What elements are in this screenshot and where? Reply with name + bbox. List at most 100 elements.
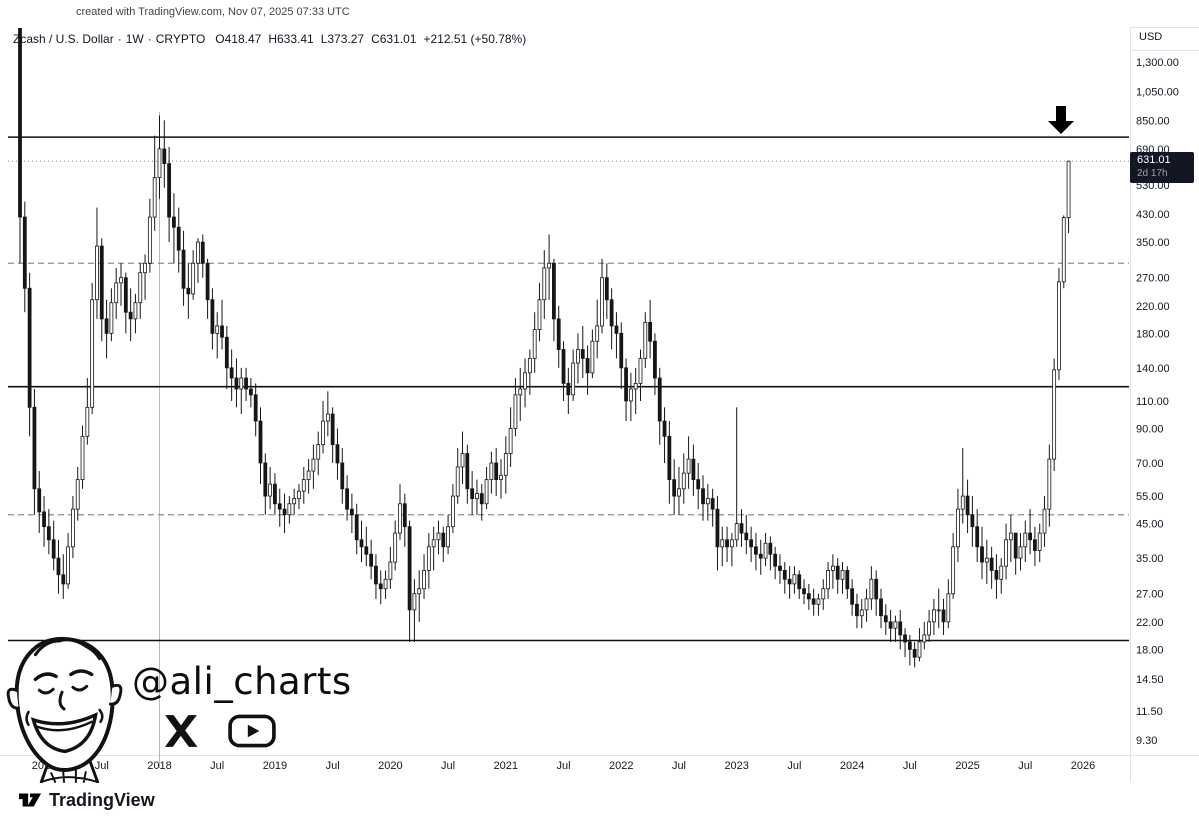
- candle-body: [845, 570, 850, 590]
- candle-body: [378, 583, 383, 590]
- price-tick-label: 18.00: [1136, 644, 1164, 656]
- candle-body: [922, 634, 927, 643]
- candle-body: [253, 394, 258, 422]
- candle-body: [56, 557, 61, 576]
- candle-body: [431, 539, 436, 548]
- candle-body: [499, 474, 503, 481]
- candle-body: [1028, 532, 1032, 541]
- candle-body: [537, 299, 542, 330]
- candle-body: [172, 216, 176, 228]
- candle-body: [600, 277, 604, 327]
- candle-body: [22, 216, 27, 289]
- candle-body: [205, 262, 210, 301]
- candle-body: [768, 542, 773, 555]
- candle-body: [754, 546, 758, 555]
- tradingview-logo[interactable]: TradingView: [18, 788, 155, 812]
- candle-body: [297, 490, 301, 499]
- price-axis[interactable]: 1,300.001,050.00850.00690.00530.00430.00…: [1136, 57, 1179, 747]
- candle-body: [595, 325, 600, 342]
- candle-body: [234, 377, 239, 390]
- candle-body: [436, 532, 441, 541]
- candle-body: [609, 299, 614, 327]
- candle-body: [287, 503, 292, 516]
- price-tick-label: 70.00: [1136, 458, 1164, 470]
- candle-body: [1066, 160, 1071, 218]
- candle-body: [162, 148, 167, 165]
- candle-body: [657, 377, 662, 422]
- interval-label[interactable]: 1W: [125, 32, 144, 46]
- candle-body: [527, 357, 532, 374]
- exchange-label: CRYPTO: [155, 32, 206, 46]
- candle-body: [503, 453, 508, 476]
- price-tick-label: 45.00: [1136, 519, 1164, 531]
- candle-body: [71, 508, 75, 548]
- price-tick-label: 35.00: [1136, 553, 1164, 565]
- candle-body: [662, 420, 667, 437]
- time-tick-label: 2023: [724, 760, 748, 772]
- candle-body: [619, 332, 624, 369]
- credit-text: created with TradingView.com, Nov 07, 20…: [76, 6, 350, 18]
- watermark-handle: @ali_charts: [132, 660, 352, 703]
- candle-body: [811, 598, 816, 605]
- candle-body: [123, 277, 128, 313]
- candle-body: [585, 357, 590, 374]
- candle-body: [475, 493, 479, 499]
- time-tick-label: 2018: [147, 760, 171, 772]
- candle-body: [667, 435, 672, 481]
- candle-body: [114, 282, 119, 304]
- symbol-name[interactable]: Zcash / U.S. Dollar: [13, 32, 114, 46]
- candle-body: [450, 495, 455, 528]
- candle-body: [325, 413, 330, 422]
- legend-separator: ·: [147, 32, 152, 46]
- candle-body: [696, 479, 701, 490]
- time-tick-label: Jul: [1018, 760, 1032, 772]
- current-price-badge: 631.01 2d 17h: [1130, 152, 1194, 183]
- time-tick-label: 2024: [840, 760, 864, 772]
- candle-body: [816, 598, 821, 605]
- candle-body: [273, 483, 277, 505]
- candle-body: [960, 495, 965, 510]
- candle-body: [398, 503, 402, 534]
- time-tick-label: 2025: [955, 760, 979, 772]
- candle-body: [1008, 532, 1013, 541]
- candle-body: [792, 574, 797, 585]
- candle-body: [282, 508, 287, 516]
- candle-body: [66, 546, 70, 585]
- candle-body: [340, 462, 345, 490]
- candle-body: [321, 420, 325, 446]
- price-tick-label: 850.00: [1136, 115, 1170, 127]
- ohlc-open: O418.47: [215, 32, 262, 46]
- candle-body: [729, 539, 734, 548]
- candle-body: [128, 311, 133, 320]
- down-arrow-annotation[interactable]: [1048, 106, 1074, 134]
- candle-body: [186, 287, 191, 295]
- time-tick-label: Jul: [441, 760, 455, 772]
- candle-body: [744, 532, 749, 541]
- time-axis[interactable]: 2017 Jul 2018 Jul 2019 Jul 2020 Jul 2021 Jul 2022 J…: [32, 760, 1095, 772]
- candle-body: [369, 553, 374, 567]
- time-tick-label: 2026: [1071, 760, 1095, 772]
- candle-body: [1013, 532, 1018, 559]
- axis-currency-label[interactable]: USD: [1139, 31, 1163, 43]
- candle-body: [821, 588, 826, 600]
- candle-body: [970, 514, 975, 528]
- candle-body: [446, 526, 450, 548]
- candle-body: [244, 377, 248, 390]
- candle-body: [566, 382, 571, 396]
- candle-body: [648, 321, 653, 342]
- price-tick-label: 530.00: [1136, 180, 1170, 192]
- time-tick-label: 2019: [263, 760, 287, 772]
- candle-body: [460, 453, 465, 468]
- candle-body: [869, 578, 874, 600]
- price-tick-label: 430.00: [1136, 209, 1170, 221]
- candle-body: [119, 277, 123, 284]
- candle-body: [99, 245, 104, 320]
- candle-body: [513, 394, 518, 429]
- candlestick-series[interactable]: [18, 0, 1071, 668]
- candle-body: [927, 621, 931, 636]
- candle-body: [547, 262, 551, 269]
- candle-body: [720, 539, 725, 548]
- candle-body: [489, 462, 494, 481]
- candle-body: [354, 514, 359, 541]
